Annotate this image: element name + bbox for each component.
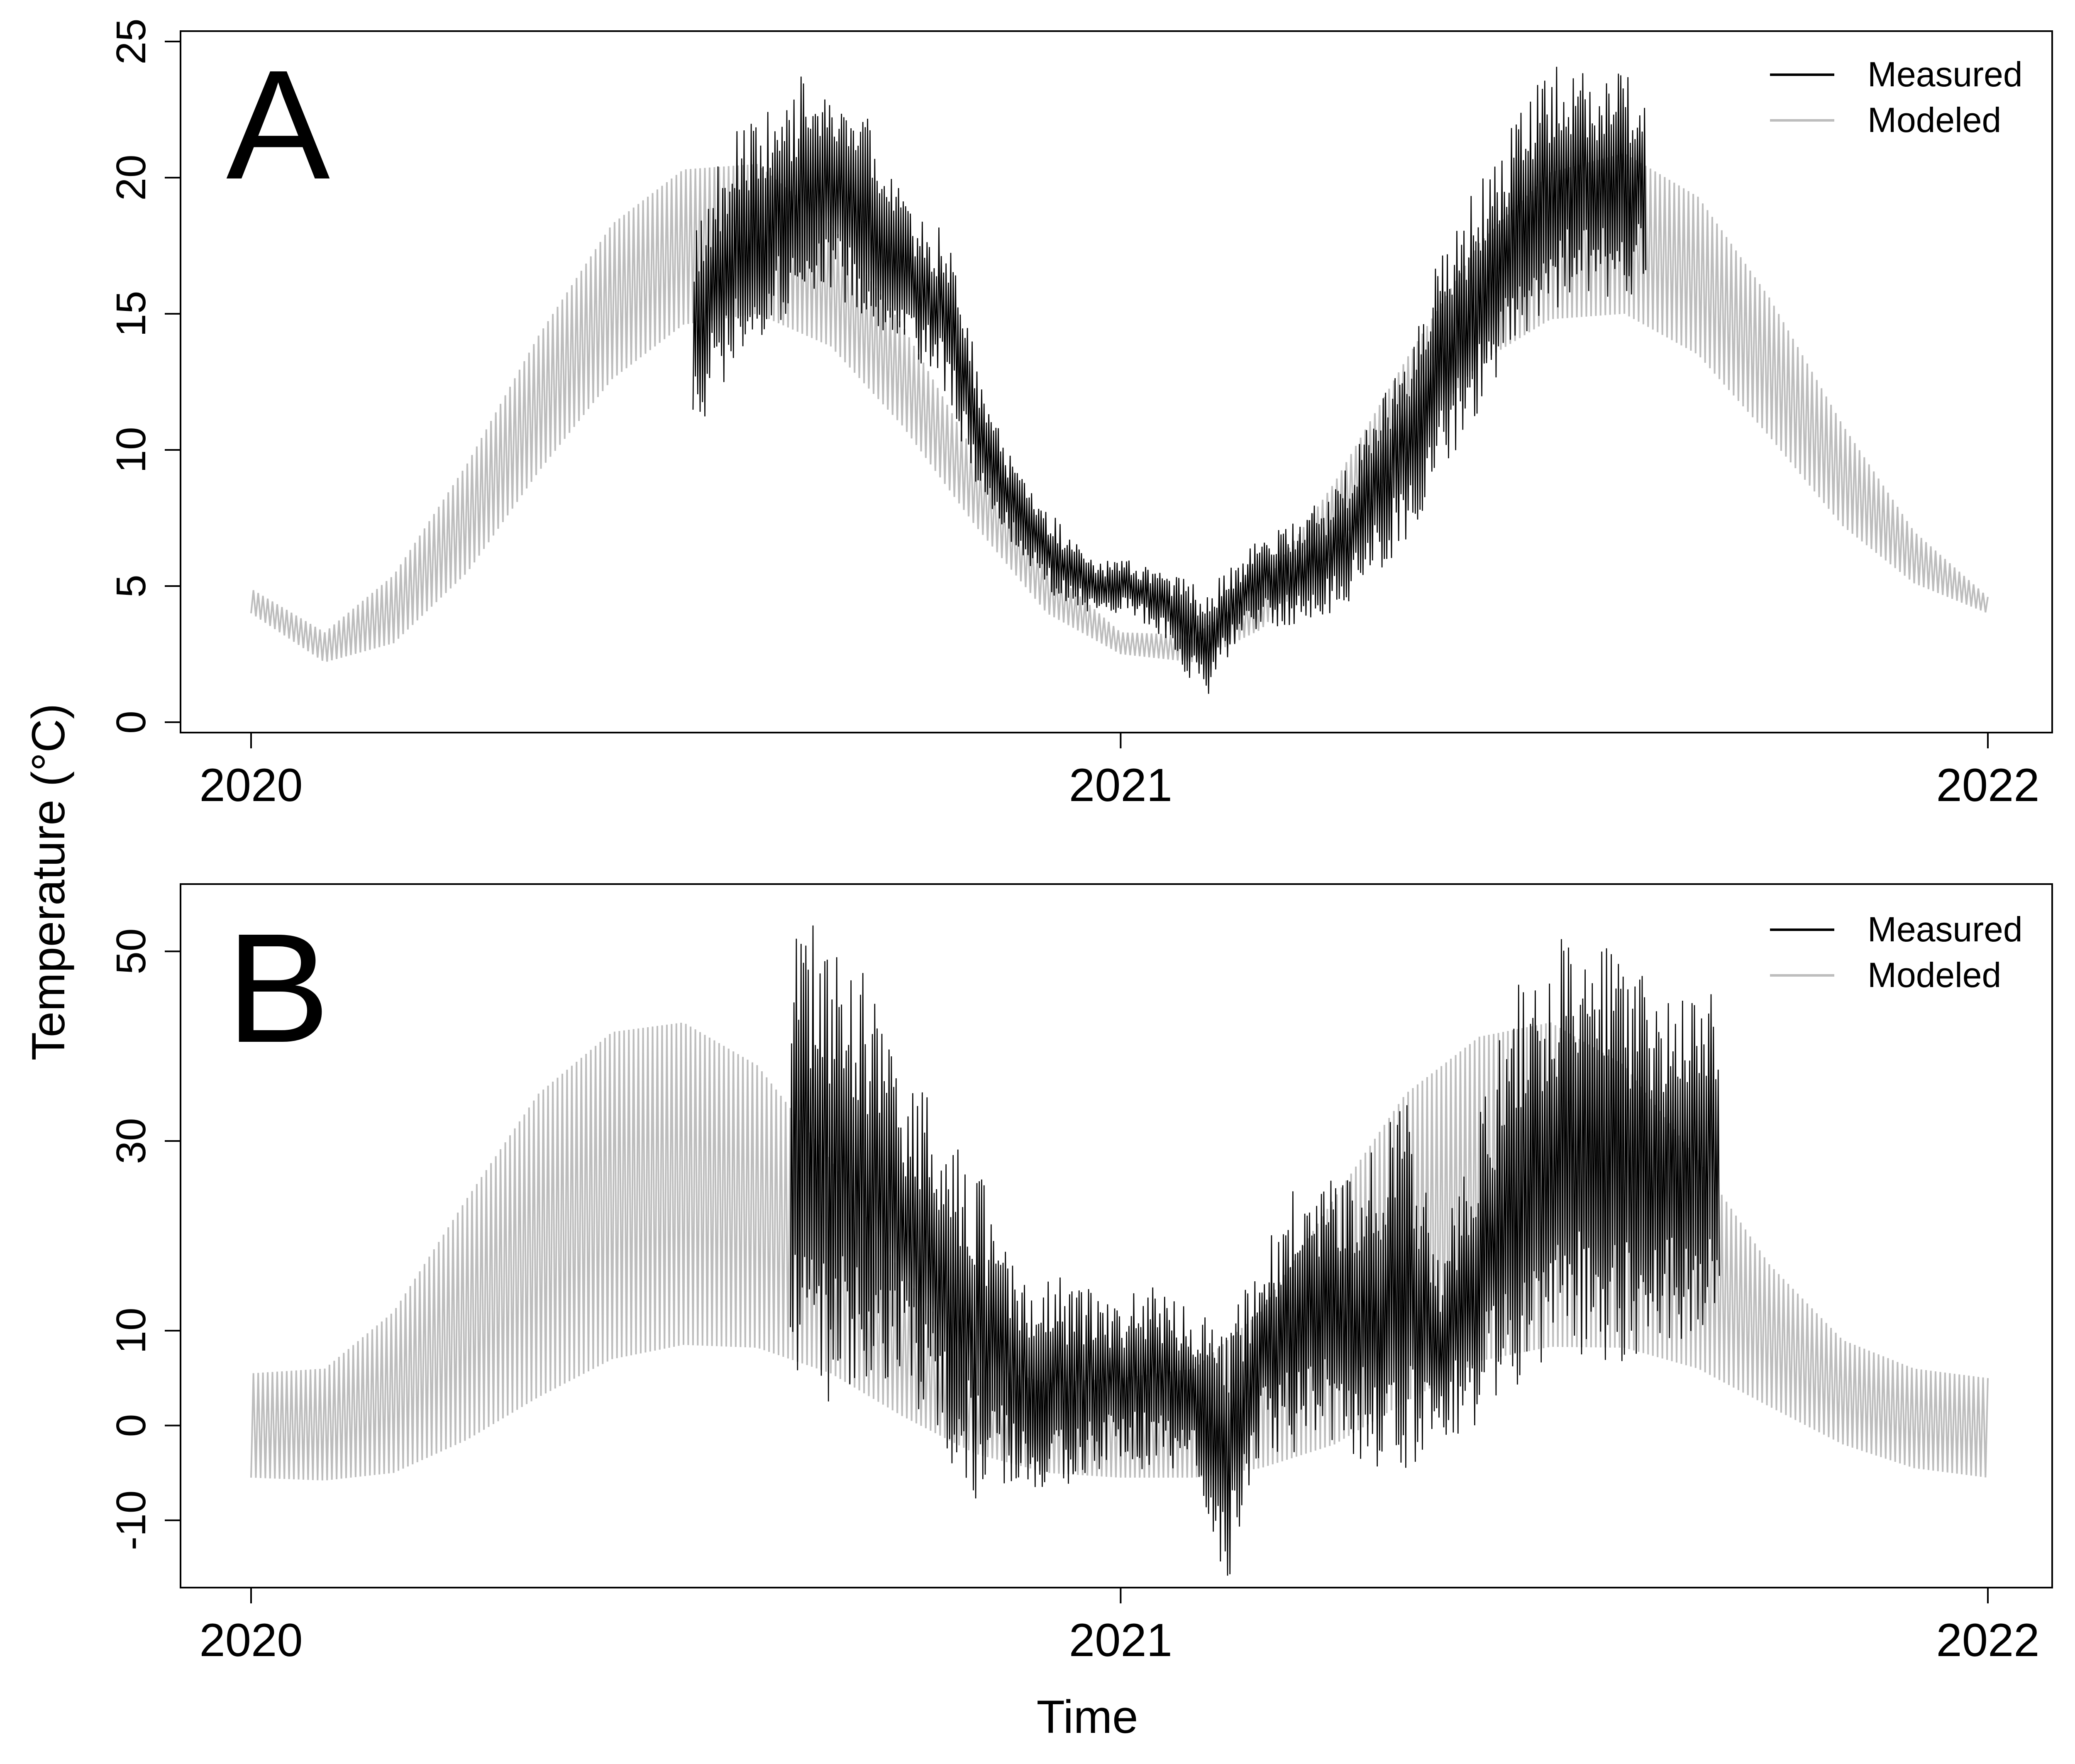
series-modeled-line: [250, 154, 1989, 662]
y-tick-label: 30: [108, 1118, 154, 1164]
y-tick-label: 10: [108, 427, 154, 473]
panel-a-letter: A: [226, 38, 331, 212]
y-tick-label: 50: [108, 928, 154, 974]
x-axis-title: Time: [1037, 1691, 1138, 1743]
x-tick-label: 2020: [199, 1614, 303, 1666]
y-axis-title: Temperature (°C): [22, 704, 74, 1060]
x-tick-label: 2021: [1069, 759, 1172, 811]
panel-b-letter: B: [226, 902, 330, 1075]
legend-measured-label: Measured: [1868, 55, 2023, 94]
legend-measured-label: Measured: [1868, 910, 2023, 949]
y-tick-label: 0: [108, 1414, 154, 1437]
y-tick-label: -10: [108, 1490, 154, 1551]
legend-modeled-label: Modeled: [1868, 100, 2001, 139]
legend-modeled-label: Modeled: [1868, 955, 2001, 994]
y-tick-label: 20: [108, 154, 154, 200]
y-tick-label: 0: [108, 711, 154, 734]
y-tick-label: 5: [108, 574, 154, 598]
y-tick-label: 10: [108, 1307, 154, 1354]
x-tick-label: 2020: [199, 759, 303, 811]
series-measured-line: [790, 925, 1720, 1576]
series-measured-line: [692, 66, 1646, 694]
panel-a-legend: Measured Modeled: [1770, 55, 2023, 139]
x-tick-label: 2022: [1936, 759, 2039, 811]
y-tick-label: 25: [108, 18, 154, 64]
y-tick-label: 15: [108, 291, 154, 337]
x-tick-label: 2022: [1936, 1614, 2039, 1666]
panel-b-legend: Measured Modeled: [1770, 910, 2023, 994]
x-tick-label: 2021: [1069, 1614, 1172, 1666]
panel-a-chart: 2020 2021 2022 0 5 10 15 20 25 A Measured Modele…: [108, 18, 2053, 811]
panel-b-chart: 2020 2021 2022 -10 0 10 30 50 B Measured Modele…: [108, 883, 2053, 1666]
